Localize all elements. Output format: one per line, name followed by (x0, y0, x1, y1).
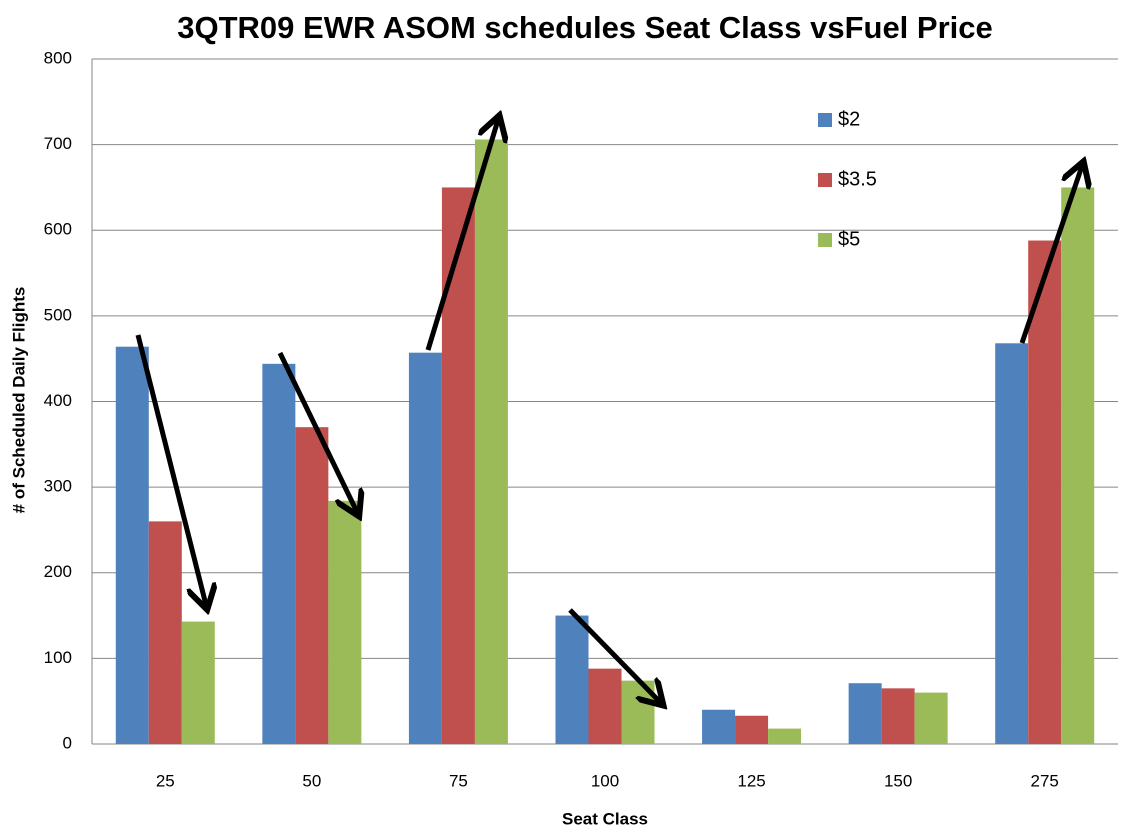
bar (735, 715, 769, 744)
x-tick-label: 75 (449, 771, 468, 790)
annotations (135, 120, 1082, 702)
bar (262, 363, 296, 744)
y-tick-label: 700 (44, 134, 72, 153)
x-tick-label: 25 (156, 771, 175, 790)
bar (914, 692, 948, 744)
arrow (425, 120, 498, 351)
x-tick-label: 100 (591, 771, 619, 790)
plot: 0 100 200 300 400 500 600 700 800 25 50 75 100 125 150… (44, 48, 1118, 790)
bar (328, 500, 362, 744)
bar (148, 521, 182, 744)
y-tick-label: 200 (44, 562, 72, 581)
y-tick-label: 300 (44, 477, 72, 496)
y-tick-label: 800 (44, 48, 72, 67)
bar (702, 709, 736, 744)
x-tick-label: 275 (1031, 771, 1059, 790)
bar (881, 688, 915, 744)
bar (848, 683, 882, 744)
legend-label: $5 (838, 228, 860, 250)
arrow (135, 334, 206, 605)
y-tick-label: 500 (44, 305, 72, 324)
bar (1061, 187, 1095, 744)
bar (768, 728, 802, 744)
legend-swatch (818, 113, 832, 127)
y-tick-label: 600 (44, 220, 72, 239)
bar (115, 346, 149, 744)
chart-title: 3QTR09 EWR ASOM schedules Seat Class vsF… (177, 10, 993, 45)
bar (474, 139, 508, 745)
legend-swatch (818, 173, 832, 187)
y-tick-label: 100 (44, 648, 72, 667)
bar (181, 621, 215, 744)
bar (555, 615, 589, 744)
bar (408, 352, 442, 744)
legend-label: $2 (838, 108, 860, 130)
bar (1028, 240, 1062, 744)
bar (995, 343, 1029, 744)
x-tick-label: 50 (302, 771, 321, 790)
arrow (1019, 166, 1082, 344)
bar (441, 187, 475, 744)
x-tick-label: 150 (884, 771, 912, 790)
arrow (277, 351, 357, 512)
legend-swatch (818, 233, 832, 247)
bar (588, 668, 622, 744)
x-tick-label: 125 (737, 771, 765, 790)
legend-label: $3.5 (838, 168, 877, 190)
x-axis-label: Seat Class (562, 809, 648, 828)
y-tick-label: 0 (63, 733, 72, 752)
y-tick-label: 400 (44, 391, 72, 410)
arrow (568, 608, 660, 702)
bar (295, 427, 329, 744)
y-axis-label: # of Scheduled Daily Flights (9, 287, 28, 514)
